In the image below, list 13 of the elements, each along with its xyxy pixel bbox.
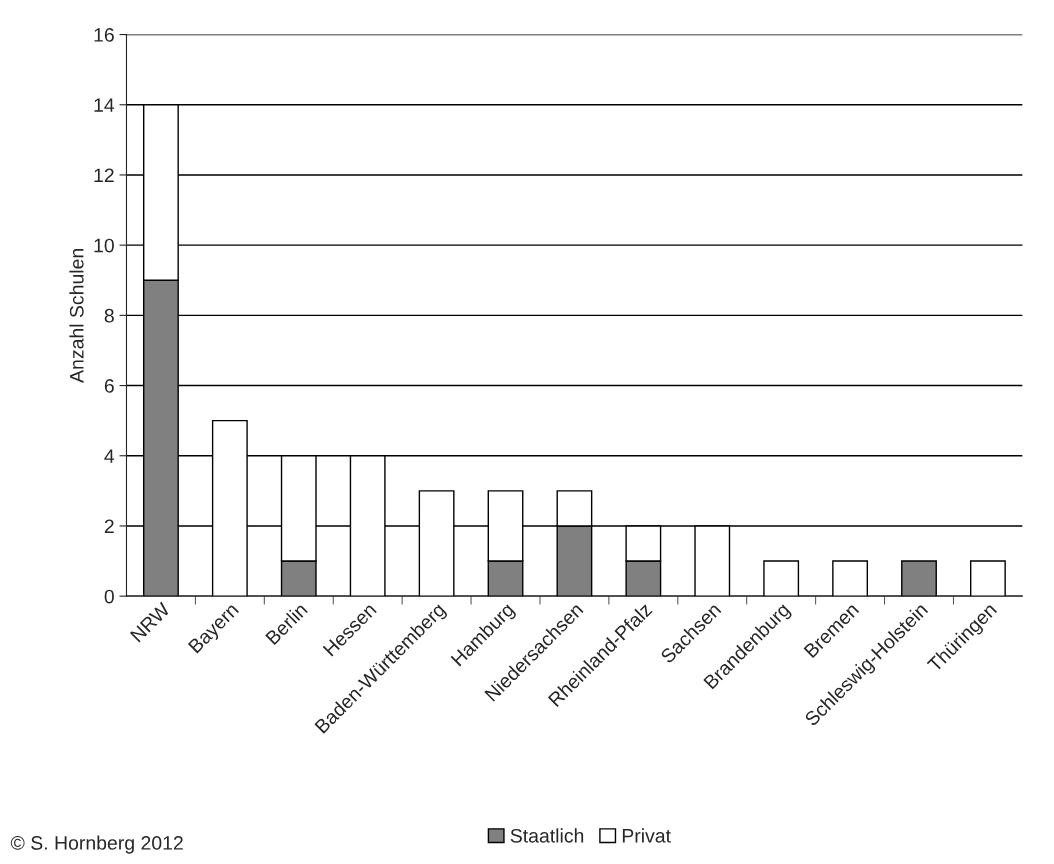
y-tick-label: 0 [104,589,114,604]
legend-label: Privat [622,828,671,843]
y-axis-title: Anzahl Schulen [69,249,84,383]
y-tick-label: 12 [94,168,114,183]
y-tick-label: 10 [94,238,114,253]
y-tick-label: 16 [94,28,114,42]
y-tick-label: 8 [104,308,114,323]
legend-label: Staatlich [510,828,584,843]
y-tick-label: 14 [94,98,115,112]
y-tick-label: 2 [104,519,114,534]
text: © S. Hornberg 2012 [10,835,183,854]
y-tick-label: 4 [104,449,115,463]
y-tick-label: 6 [104,379,114,393]
